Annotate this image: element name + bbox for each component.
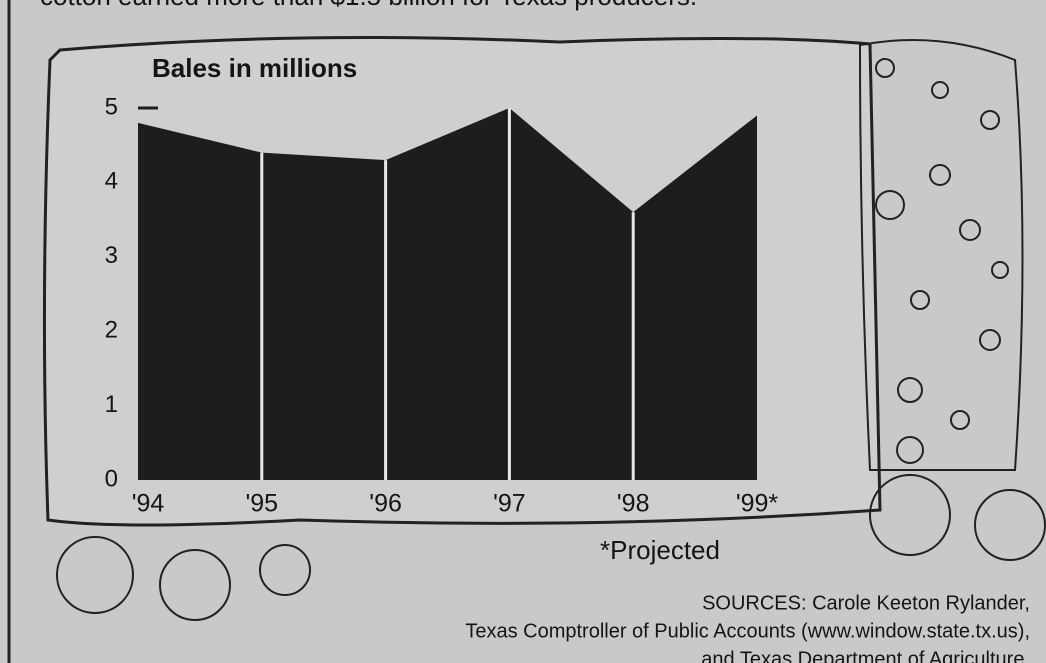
area — [138, 108, 757, 480]
x-tick-label: '97 — [493, 490, 526, 518]
cotton-decor — [56, 39, 1046, 621]
x-tick-label: '99* — [736, 490, 779, 518]
y-tick-label: 0 — [105, 465, 118, 492]
x-tick-label: '98 — [617, 490, 650, 518]
y-tick-label: 4 — [105, 168, 118, 195]
source-line: SOURCES: Carole Keeton Rylander, — [702, 592, 1030, 614]
note: *Projected — [600, 535, 720, 565]
source-line: and Texas Department of Agriculture. — [701, 648, 1030, 663]
x-tick-label: '94 — [132, 490, 165, 518]
y-tick-label: 1 — [105, 391, 118, 418]
chart-title: Bales in millions — [152, 53, 357, 83]
y-tick-label: 5 — [105, 93, 118, 120]
x-tick-label: '96 — [369, 490, 402, 518]
source-line: Texas Comptroller of Public Accounts (ww… — [465, 620, 1030, 642]
y-tick-label: 2 — [105, 317, 118, 344]
x-tick-label: '95 — [246, 490, 279, 518]
y-tick-label: 3 — [105, 242, 118, 269]
header-text: cotton earned more than $1.5 billion for… — [40, 0, 697, 11]
